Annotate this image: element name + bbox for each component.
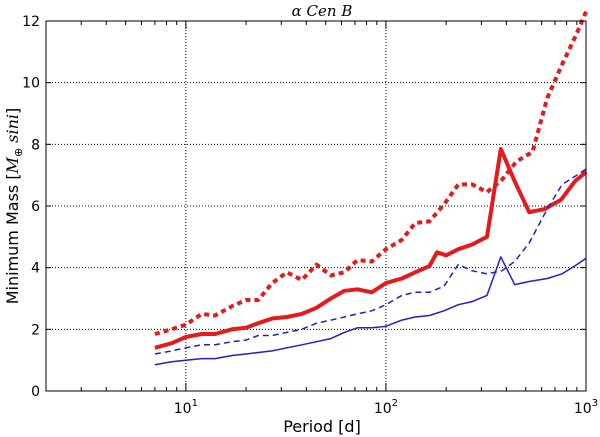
x-axis-label: Period [d] (283, 417, 361, 436)
series-line-1 (154, 10, 588, 336)
x-tick-label-base: 10 (574, 401, 592, 417)
y-axis-label-sini: sini (3, 114, 22, 148)
grid (46, 20, 587, 392)
y-tick-label: 10 (22, 76, 40, 92)
y-axis-label-sub: ⊕ (12, 148, 25, 157)
x-tick-label-exp: 3 (592, 398, 598, 409)
x-tick-label: 103 (574, 398, 598, 417)
x-tick-label-exp: 1 (192, 398, 198, 409)
y-tick-label: 8 (31, 137, 40, 153)
x-tick-label-base: 10 (174, 401, 192, 417)
chart-title: α Cen B (292, 2, 353, 20)
y-axis-label-suffix: ] (3, 108, 22, 114)
y-tick-label: 2 (31, 322, 40, 338)
y-tick-label: 0 (31, 384, 40, 400)
series-layer (154, 10, 588, 366)
x-tick-label: 101 (174, 398, 198, 417)
y-tick-label: 4 (31, 261, 40, 277)
y-axis-label-mass: M (3, 156, 22, 174)
x-tick-label: 102 (374, 398, 398, 417)
x-tick-label-base: 10 (374, 401, 392, 417)
y-tick-label: 12 (22, 14, 40, 30)
x-tick-label-exp: 2 (392, 398, 398, 409)
y-axis-label-prefix: Minimum Mass [ (3, 173, 22, 304)
y-tick-label: 6 (31, 199, 40, 215)
series-line-4 (154, 256, 587, 366)
y-axis-label: Minimum Mass [M⊕ sini] (3, 108, 25, 305)
series-line-2 (154, 147, 588, 350)
series-line-3 (154, 168, 587, 355)
